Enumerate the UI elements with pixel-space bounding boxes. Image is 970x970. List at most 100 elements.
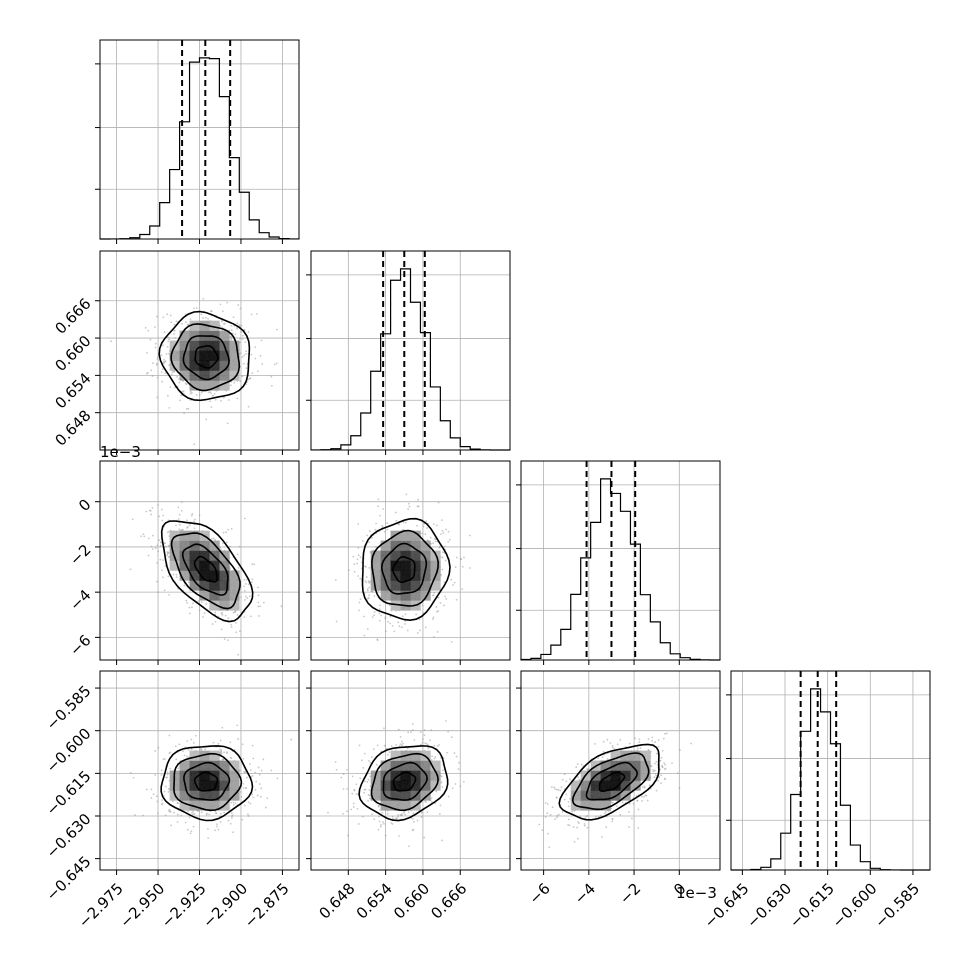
density-cell [410,580,421,591]
sample-point [424,626,427,629]
sample-point [236,553,239,556]
sample-point [579,815,582,818]
sample-point [377,505,379,508]
sample-point [156,362,158,365]
sample-point [652,768,654,771]
sample-point [223,322,226,325]
sample-point [606,738,609,741]
density-cell [219,580,230,591]
sample-point [190,391,193,394]
sample-point [221,310,224,313]
sample-point [229,568,232,570]
ytick-label-1-1: 0.654 [51,369,94,412]
density-cell [410,750,421,761]
sample-point [163,589,166,592]
sample-point [156,358,159,361]
sample-point [580,763,583,766]
sample-point [379,604,381,607]
density-cell [640,770,651,781]
sample-point [234,611,236,614]
density-cell [199,590,210,601]
sample-point [193,443,196,446]
sample-point [173,323,176,326]
sample-point [544,816,547,818]
sample-point [145,510,148,513]
sample-point [241,743,244,746]
sample-point [662,737,665,740]
density-cell [169,350,180,361]
sample-point [207,837,210,840]
histogram-2 [520,478,721,661]
sample-point [327,811,329,814]
sample-point [643,795,645,798]
sample-point [192,825,195,828]
sample-point [368,594,370,597]
sample-point [384,630,387,633]
sample-point [149,338,152,341]
sample-point [424,742,427,745]
sample-point [404,521,407,524]
sample-point [369,551,372,553]
sample-point [220,752,223,755]
sample-point [359,556,362,559]
sample-point [162,361,165,364]
xtick-label-0-0: −2.975 [75,880,127,932]
sample-point [576,837,579,840]
sample-point [368,566,371,569]
sample-point [447,540,450,543]
sample-point [416,819,419,822]
sample-point [157,504,159,506]
sample-point [357,546,360,549]
sample-point [160,803,163,806]
density-cell [179,800,190,811]
sample-point [664,763,666,766]
density-cell [640,760,651,771]
density-cell [189,550,200,561]
sample-point [190,738,193,741]
sample-point [230,338,233,341]
sample-point [182,390,185,393]
sample-point [386,528,389,531]
sample-point [191,812,193,814]
sample-point [429,739,431,742]
sample-point [261,363,264,365]
sample-point [177,506,180,509]
density-cell [590,800,601,811]
density-cell [380,550,391,561]
sample-point [202,317,204,319]
sample-point [156,812,159,815]
density-cell [209,370,220,381]
density-cell [209,380,220,391]
xtick-label-1-2: 0.660 [390,880,433,923]
sample-point [600,814,602,817]
sample-point [377,828,380,831]
sample-point [147,554,150,557]
sample-point [469,567,471,569]
sample-point [252,757,255,760]
density-cell [209,780,220,791]
sample-point [335,620,338,623]
sample-point [200,391,203,394]
xtick-label-1-0: 0.648 [315,880,358,923]
sample-point [659,759,662,762]
sample-point [200,811,203,814]
sample-point [212,741,215,744]
sample-point [223,396,226,399]
sample-point [262,601,265,604]
sample-point [361,815,364,818]
sample-point [175,320,178,323]
sample-point [621,801,624,804]
contour-3-0-1 [183,761,231,801]
sample-point [365,576,368,578]
sample-point [246,578,248,581]
density-cell [400,530,411,541]
sample-point [356,807,359,810]
sample-point [239,352,242,355]
sample-point [160,769,163,772]
density-cell [209,560,220,571]
sample-point [146,372,148,375]
histogram-1 [310,268,511,451]
sample-point [368,530,371,532]
sample-point [238,324,241,326]
sample-point [565,780,568,783]
